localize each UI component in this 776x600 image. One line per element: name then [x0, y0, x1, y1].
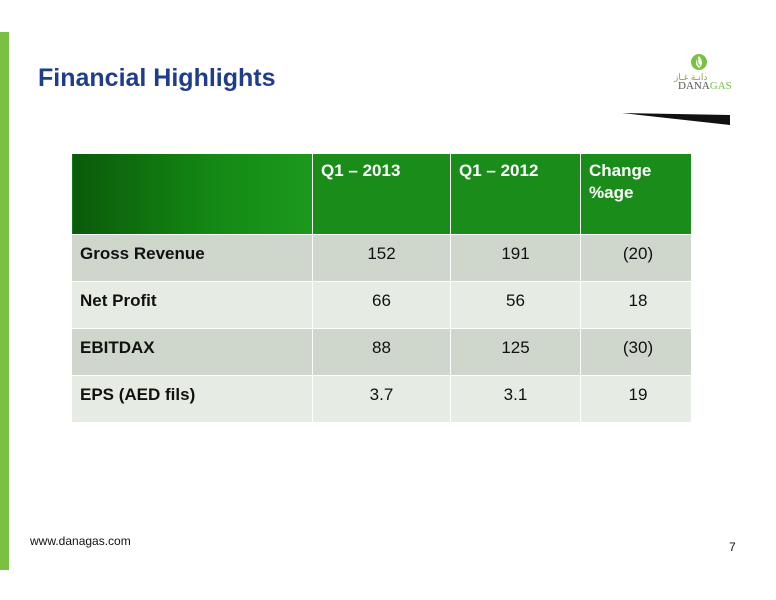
column-header-q1-2012: Q1 – 2012 — [450, 153, 581, 235]
cell-q1-2013: 66 — [312, 281, 451, 329]
cell-q1-2012: 56 — [450, 281, 581, 329]
logo-dana: DANA — [678, 80, 710, 92]
cell-q1-2012: 191 — [450, 234, 581, 282]
drop-icon — [691, 54, 707, 70]
table-row: EPS (AED fils) 3.7 3.1 19 — [71, 375, 692, 423]
cell-change: (30) — [580, 328, 692, 376]
logo-wordmark: DANAGAS — [678, 80, 732, 92]
row-label: Gross Revenue — [71, 234, 313, 282]
logo-gas: GAS — [709, 80, 732, 92]
cell-q1-2012: 125 — [450, 328, 581, 376]
table-header-row: Q1 – 2013 Q1 – 2012 Change %age — [71, 153, 692, 235]
left-accent-bar — [0, 32, 9, 570]
page-number: 7 — [729, 540, 736, 554]
table-row: EBITDAX 88 125 (30) — [71, 328, 692, 376]
row-label: EBITDAX — [71, 328, 313, 376]
row-label: EPS (AED fils) — [71, 375, 313, 423]
cell-change: 18 — [580, 281, 692, 329]
header-swoosh — [622, 113, 730, 125]
cell-change: 19 — [580, 375, 692, 423]
footer-url: www.danagas.com — [30, 534, 131, 548]
column-header-change: Change %age — [580, 153, 692, 235]
danagas-logo: دانـة غـاز DANAGAS — [660, 52, 740, 100]
logo-arabic-text: دانـة غـاز — [674, 72, 708, 82]
slide-title: Financial Highlights — [38, 64, 276, 92]
column-header-q1-2013: Q1 – 2013 — [312, 153, 451, 235]
table-row: Gross Revenue 152 191 (20) — [71, 234, 692, 282]
header-corner-cell — [71, 153, 313, 235]
cell-q1-2012: 3.1 — [450, 375, 581, 423]
row-label: Net Profit — [71, 281, 313, 329]
cell-q1-2013: 88 — [312, 328, 451, 376]
financial-table: Q1 – 2013 Q1 – 2012 Change %age Gross Re… — [71, 153, 692, 423]
table-row: Net Profit 66 56 18 — [71, 281, 692, 329]
cell-change: (20) — [580, 234, 692, 282]
cell-q1-2013: 152 — [312, 234, 451, 282]
cell-q1-2013: 3.7 — [312, 375, 451, 423]
